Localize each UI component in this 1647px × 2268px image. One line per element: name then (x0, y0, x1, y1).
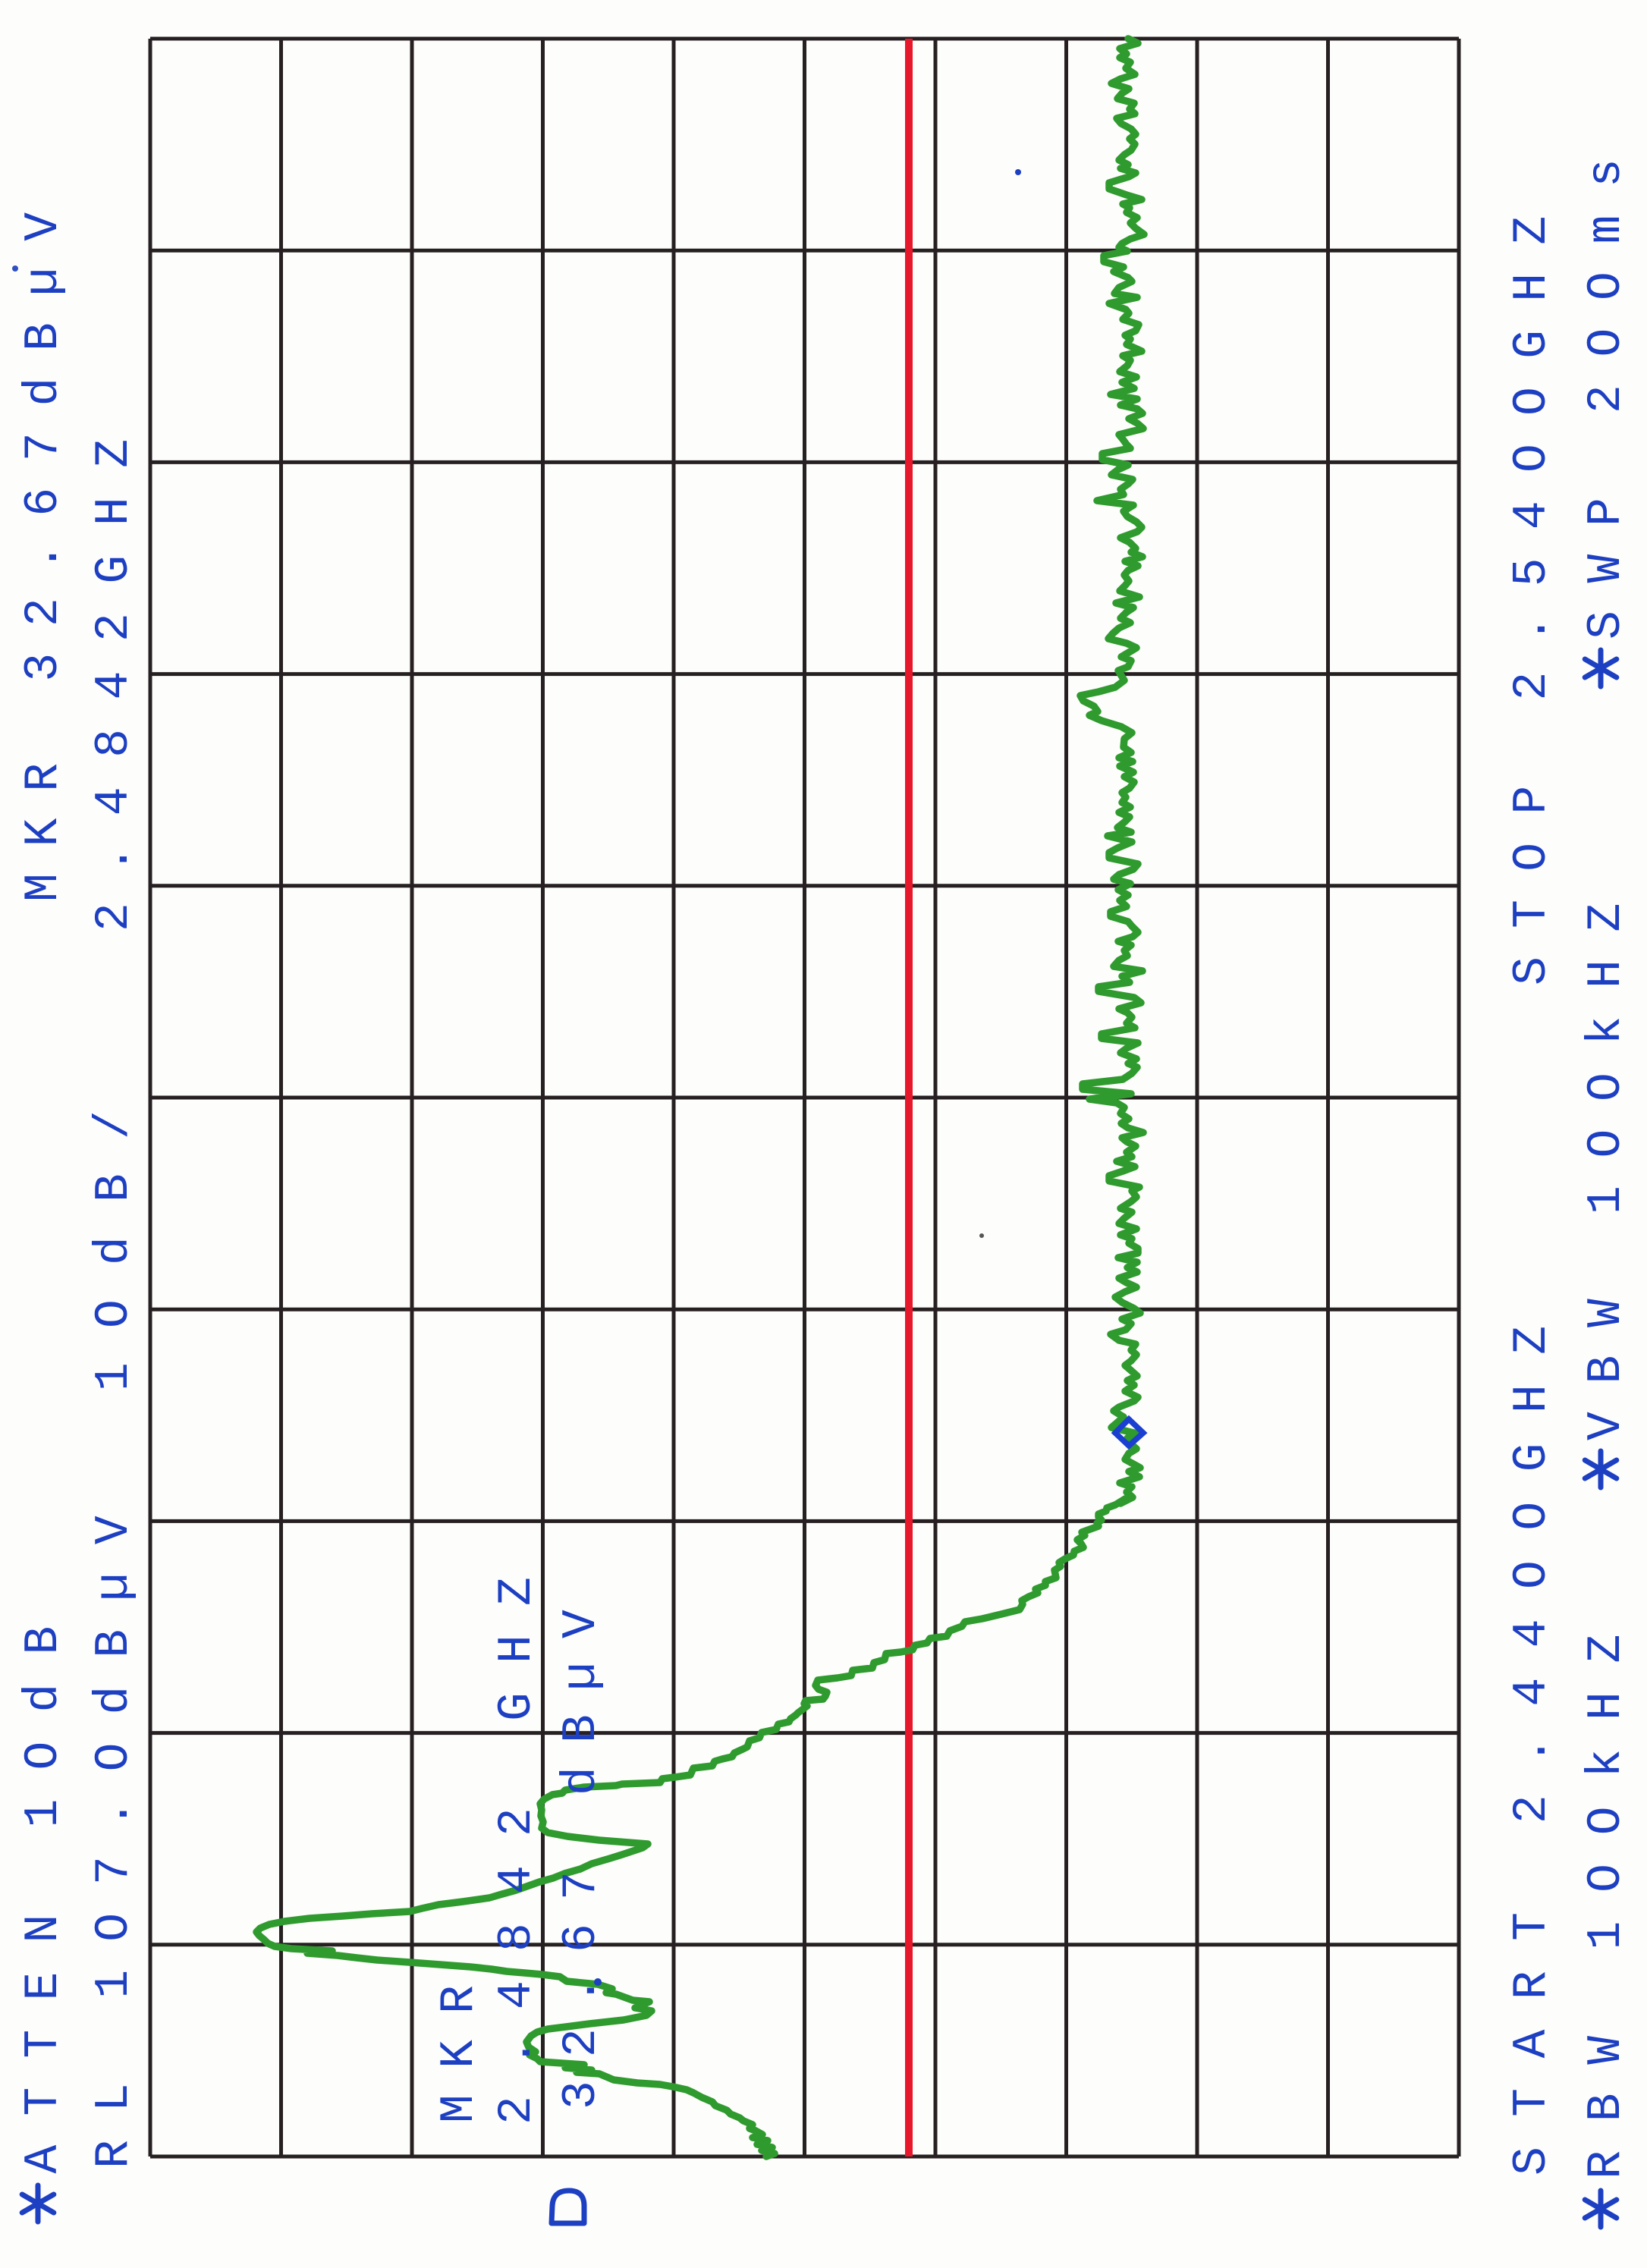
svg-text:RL 1O7.OdBµV: RL 1O7.OdBµV (87, 1487, 141, 2169)
svg-text:2.4842 GHZ: 2.4842 GHZ (490, 1548, 544, 2125)
svg-text:VBW 1OOkHZ: VBW 1OOkHZ (1579, 875, 1633, 1440)
svg-text:SWP 2OOms: SWP 2OOms (1579, 130, 1633, 639)
svg-text:RBW 1OOkHZ: RBW 1OOkHZ (1579, 1606, 1633, 2179)
svg-text:MKR: MKR (432, 1959, 486, 2123)
svg-text:1OdB/: 1OdB/ (87, 1076, 141, 1391)
svg-text:MKR 32.67dBµV: MKR 32.67dBµV (17, 186, 71, 902)
svg-text:ATTEN 1OdB: ATTEN 1OdB (17, 1597, 71, 2173)
svg-text:START 2.44OOGHZ: START 2.44OOGHZ (1505, 1296, 1559, 2175)
svg-text:32.67 dBµV: 32.67 dBµV (555, 1586, 608, 2109)
svg-text:STOP 2.54OOGHZ: STOP 2.54OOGHZ (1505, 188, 1559, 986)
svg-text:2.4842GHZ: 2.4842GHZ (87, 410, 141, 931)
